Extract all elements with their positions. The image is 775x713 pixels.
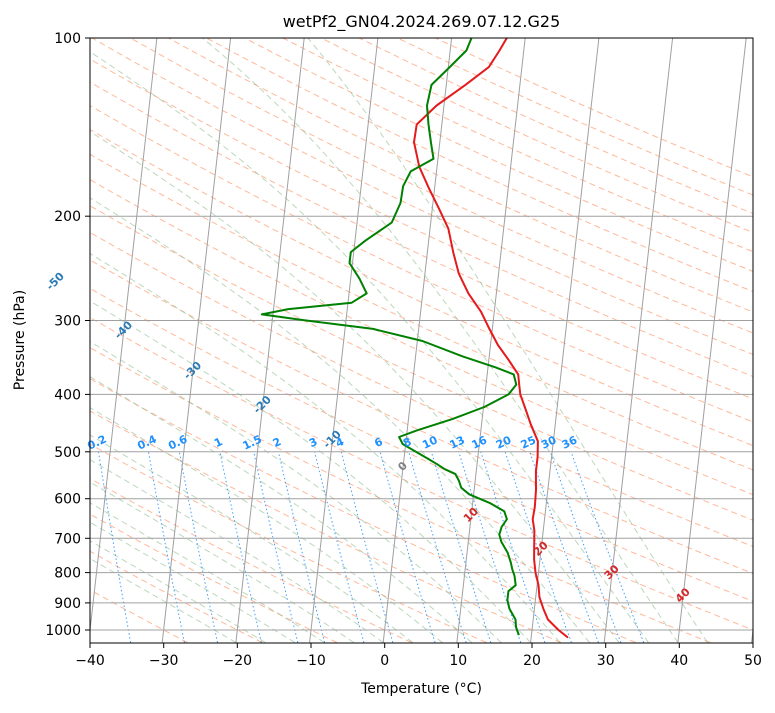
dry-adiabat-line — [92, 38, 775, 643]
mixing-ratio-label: 0.4 — [135, 432, 158, 452]
x-tick-label: 40 — [670, 653, 688, 669]
moist-adiabat-line — [0, 51, 413, 643]
chart-title: wetPf2_GN04.2024.269.07.12.G25 — [283, 12, 561, 32]
y-tick-label: 100 — [54, 31, 81, 47]
moist-adiabat-line — [0, 115, 324, 642]
dry-adiabat-line — [321, 38, 775, 643]
mixing-ratio-label: 16 — [470, 433, 490, 451]
moist-adiabat-line — [0, 134, 295, 643]
mixing-ratio-label: 1 — [212, 435, 224, 450]
mixing-ratio-label: 2 — [271, 435, 283, 450]
mixing-ratio-label: 13 — [448, 434, 467, 452]
dry-adiabat-line — [168, 38, 775, 643]
dry-adiabat-line — [0, 38, 775, 643]
isotherm-label: 10 — [461, 505, 481, 525]
y-tick-label: 400 — [54, 387, 81, 403]
isotherm-label: 30 — [602, 562, 622, 582]
dry-adiabat-line — [0, 38, 775, 643]
isotherm-label: -20 — [251, 393, 274, 416]
isotherm-label: 40 — [673, 585, 693, 605]
dry-adiabat-line — [0, 38, 775, 643]
dry-adiabat-line — [0, 38, 775, 643]
isotherm-line — [89, 38, 157, 643]
moist-adiabat-line — [0, 38, 442, 643]
isotherm-label: 0 — [395, 459, 410, 474]
series-layer — [262, 38, 568, 638]
y-tick-label: 900 — [54, 596, 81, 612]
mixing-ratio-line — [279, 452, 325, 643]
moist-adiabat-line — [202, 38, 678, 643]
x-tick-label: −10 — [296, 653, 326, 669]
dry-adiabat-line — [0, 38, 561, 643]
isotherm-line — [604, 38, 672, 643]
moist-adiabat-line — [0, 38, 531, 643]
moist-adiabat-line — [0, 38, 619, 643]
y-tick-label: 500 — [54, 445, 81, 461]
mixing-ratio-line — [409, 452, 466, 643]
moist-adiabat-line — [0, 38, 589, 643]
background-lines — [0, 38, 775, 643]
x-tick-label: −40 — [75, 653, 105, 669]
mixing-ratio-line — [431, 452, 491, 643]
dry-adiabat-line — [0, 38, 187, 643]
x-tick-label: 30 — [597, 653, 615, 669]
mixing-ratio-label: 0.6 — [166, 432, 189, 452]
mixing-ratio-line — [254, 452, 298, 643]
dry-adiabat-line — [0, 38, 775, 643]
mixing-ratio-line — [220, 452, 262, 643]
y-tick-label: 600 — [54, 492, 81, 508]
y-tick-label: 200 — [54, 209, 81, 225]
dewpoint-profile-line — [262, 38, 519, 635]
x-tick-label: 10 — [449, 653, 467, 669]
moist-adiabat-line — [0, 38, 560, 643]
y-tick-label: 1000 — [45, 623, 81, 639]
isotherm-label: -40 — [112, 318, 135, 341]
mixing-ratio-label: 10 — [420, 433, 440, 451]
dry-adiabat-line — [0, 38, 775, 643]
mixing-ratio-line — [550, 452, 621, 643]
dry-adiabat-line — [0, 38, 337, 643]
dry-adiabat-line — [283, 38, 775, 643]
mixing-ratio-label: 20 — [494, 433, 514, 451]
x-tick-label: 50 — [744, 653, 762, 669]
mixing-ratio-line — [315, 452, 364, 643]
isotherm-line — [310, 38, 378, 643]
moist-adiabat-line — [0, 95, 354, 642]
isotherm-line — [678, 38, 746, 643]
isotherm-line — [752, 38, 775, 643]
mixing-ratio-label: 8 — [401, 435, 413, 450]
mixing-ratio-label: 0.2 — [85, 433, 108, 453]
moist-adiabat-line — [69, 38, 649, 643]
dry-adiabat-line — [0, 38, 775, 643]
isotherm-label: -50 — [44, 269, 67, 292]
y-axis-label: Pressure (hPa) — [12, 290, 28, 390]
isotherm-line — [0, 38, 10, 643]
moist-adiabat-line — [0, 38, 501, 643]
x-tick-label: 0 — [380, 653, 389, 669]
dry-adiabat-line — [0, 38, 486, 643]
mixing-ratio-label: 1.5 — [241, 433, 264, 453]
dry-adiabat-line — [0, 38, 412, 643]
x-tick-label: 20 — [523, 653, 541, 669]
y-tick-label: 800 — [54, 566, 81, 582]
dry-adiabat-line — [0, 38, 775, 643]
dry-adiabat-line — [54, 38, 775, 643]
dry-adiabat-line — [0, 38, 775, 643]
y-tick-label: 300 — [54, 314, 81, 330]
mixing-ratio-label: 6 — [372, 435, 385, 450]
y-tick-label: 700 — [54, 531, 81, 547]
dry-adiabat-line — [0, 38, 710, 643]
mixing-ratio-label: 3 — [307, 435, 319, 450]
x-axis-label: Temperature (°C) — [360, 681, 482, 697]
x-tick-label: −30 — [149, 653, 179, 669]
x-tick-label: −20 — [223, 653, 253, 669]
mixing-ratio-line — [341, 452, 393, 643]
mixing-ratio-label: 30 — [539, 433, 559, 451]
isotherm-line — [162, 38, 230, 643]
dry-adiabat-line — [436, 38, 775, 643]
